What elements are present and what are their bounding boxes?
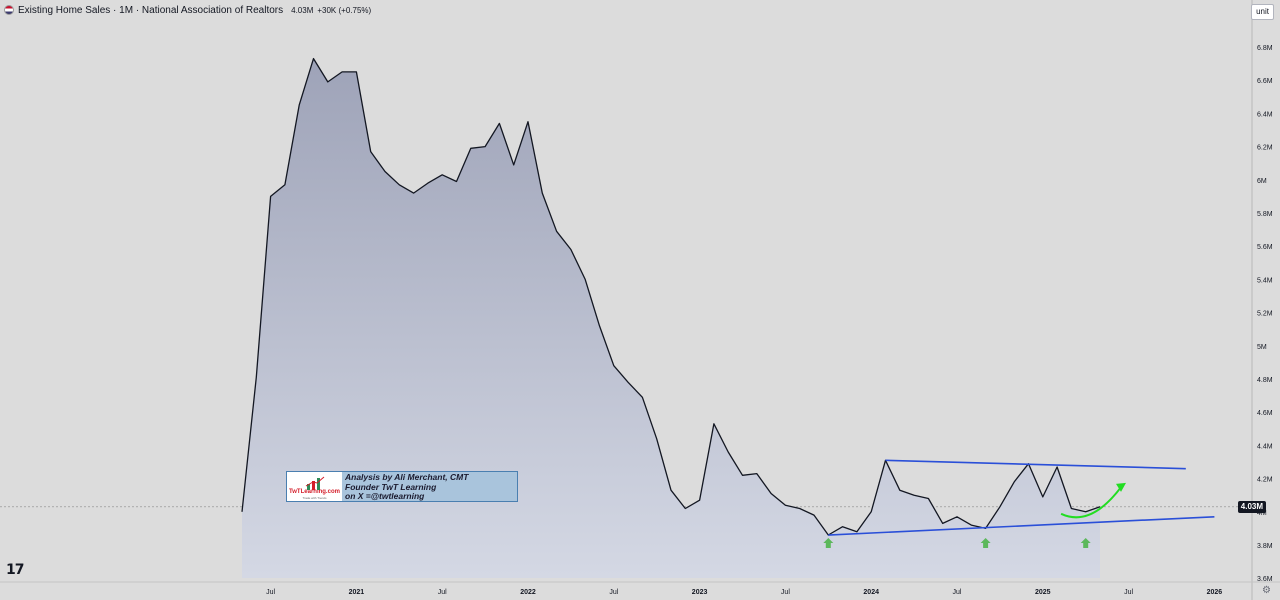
curved-arrow xyxy=(1060,485,1123,519)
y-axis: 3.6M 3.8M 4M 4.2M 4.4M 4.6M 4.8M 5M 5.2M 5.4M 5.6M… xyxy=(1251,0,1273,600)
unit-button[interactable]: unit xyxy=(1251,4,1274,20)
header-change: +30K (+0.75%) xyxy=(317,5,372,15)
y-tick-label: 4M xyxy=(1257,510,1267,517)
x-tick-label: 2023 xyxy=(692,589,708,596)
y-tick-label: 6M xyxy=(1257,178,1267,185)
lower-trendline xyxy=(828,515,1215,536)
y-tick-label: 5.6M xyxy=(1257,244,1273,251)
x-tick-label: Jul xyxy=(609,589,618,596)
x-axis: Jul 2021 Jul 2022 Jul 2023 Jul 2024 Jul 2025 Jul 20… xyxy=(0,581,1280,596)
annotation-line-2: Founder TwT Learning xyxy=(345,481,437,492)
us-flag-icon xyxy=(4,5,14,15)
x-tick-label: 2025 xyxy=(1035,589,1051,596)
y-tick-label: 5M xyxy=(1257,344,1267,351)
x-tick-label: Jul xyxy=(781,589,790,596)
y-tick-label: 4.4M xyxy=(1257,443,1273,450)
x-tick-label: 2021 xyxy=(349,589,365,596)
annotation-text: Analysis by Ali Merchant, CMT Founder Tw… xyxy=(342,472,517,501)
analysis-annotation-box: TwTLearning.com Trade with Trends Analys… xyxy=(286,471,518,502)
curved-arrow-head-icon xyxy=(1116,482,1126,492)
y-tick-label: 5.8M xyxy=(1257,211,1273,218)
twt-learning-logo: TwTLearning.com Trade with Trends xyxy=(287,472,342,501)
x-tick-label: Jul xyxy=(953,589,962,596)
series-line-layer xyxy=(241,57,1101,536)
tradingview-logo-icon[interactable]: 17 xyxy=(6,562,25,578)
x-tick-label: 2026 xyxy=(1207,589,1223,596)
y-tick-label: 4.8M xyxy=(1257,377,1273,384)
y-tick-label: 4.6M xyxy=(1257,410,1273,417)
drawing-annotations xyxy=(823,459,1215,548)
logo-bars-icon xyxy=(305,476,325,490)
y-tick-label: 4.2M xyxy=(1257,477,1273,484)
logo-sub-text: Trade with Trends xyxy=(302,496,327,500)
up-arrow-icon xyxy=(980,538,991,548)
x-tick-label: 2022 xyxy=(520,589,536,596)
x-tick-label: Jul xyxy=(266,589,275,596)
logo-brand-text: TwTLearning.com xyxy=(289,489,340,495)
y-tick-label: 6.8M xyxy=(1257,45,1273,52)
symbol-title[interactable]: Existing Home Sales · 1M · National Asso… xyxy=(18,4,284,16)
x-tick-label: Jul xyxy=(1124,589,1133,596)
y-tick-label: 6.6M xyxy=(1257,78,1273,85)
header-price: 4.03M xyxy=(291,5,314,15)
up-arrow-icon xyxy=(1080,538,1091,548)
area-fill xyxy=(242,58,1100,579)
x-tick-label: 2024 xyxy=(863,589,879,596)
y-tick-label: 5.4M xyxy=(1257,277,1273,284)
series-line xyxy=(241,57,1101,536)
y-tick-label: 6.4M xyxy=(1257,111,1273,118)
x-tick-label: Jul xyxy=(438,589,447,596)
last-price-badge: 4.03M xyxy=(1237,500,1266,513)
y-tick-label: 3.8M xyxy=(1257,543,1273,550)
y-tick-label: 6.2M xyxy=(1257,145,1273,152)
annotation-line-3: on X =@twtlearning xyxy=(345,491,425,501)
annotation-line-1: Analysis by Ali Merchant, CMT xyxy=(345,472,469,482)
y-tick-label: 5.2M xyxy=(1257,311,1273,318)
upper-trendline xyxy=(885,459,1186,470)
settings-gear-icon[interactable]: ⚙ xyxy=(1262,585,1271,596)
y-tick-label: 3.6M xyxy=(1257,576,1273,583)
up-arrow-icon xyxy=(823,538,834,548)
area-fill-layer xyxy=(242,58,1100,579)
chart-header: Existing Home Sales · 1M · National Asso… xyxy=(4,2,371,18)
